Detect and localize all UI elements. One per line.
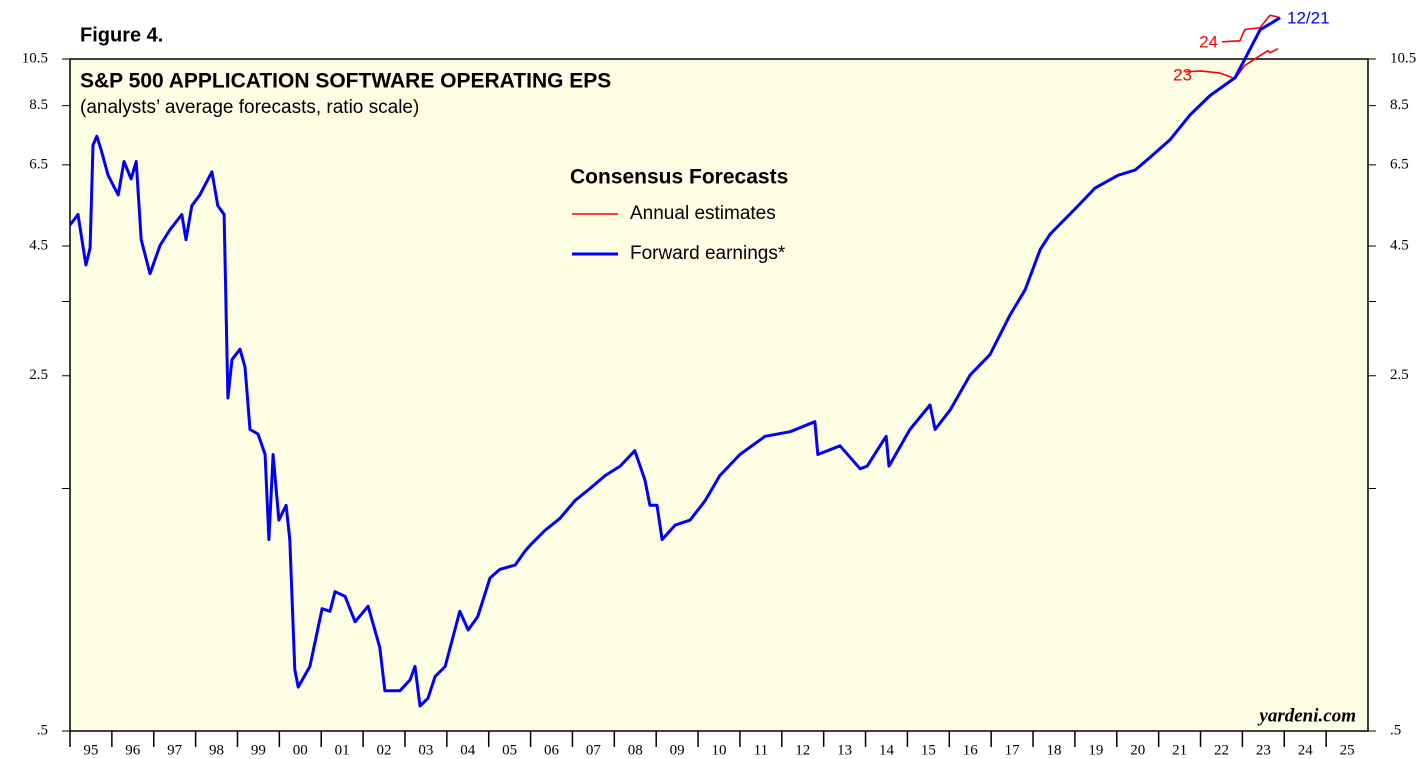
x-tick-label: 98 [209, 742, 224, 758]
series-line [68, 16, 1281, 708]
y-tick-label: 4.5 [29, 237, 48, 253]
y-tick-label: 8.5 [29, 97, 48, 113]
x-tick-label: 09 [670, 742, 685, 758]
x-tick-label: 10 [712, 742, 727, 758]
x-tick-label: 20 [1130, 742, 1145, 758]
x-tick-label: 04 [460, 742, 476, 758]
source: yardeni.com [1257, 705, 1356, 726]
x-tick-label: 06 [544, 742, 560, 758]
annotation: 23 [1173, 65, 1192, 84]
x-tick-label: 03 [418, 742, 433, 758]
y2-tick-label: 10.5 [1390, 50, 1416, 66]
y2-tick-label: .5 [1390, 722, 1401, 738]
x-tick-label: 17 [1005, 742, 1021, 758]
x-tick-label: 01 [335, 742, 350, 758]
x-tick-label: 96 [125, 742, 141, 758]
x-tick-label: 16 [963, 742, 979, 758]
series-line [1184, 14, 1279, 80]
x-tick-label: 19 [1088, 742, 1103, 758]
annotation: 24 [1199, 32, 1218, 51]
x-tick-label: 22 [1214, 742, 1229, 758]
y2-tick-label: 8.5 [1390, 97, 1409, 113]
annotation: 12/21 [1287, 8, 1330, 27]
x-tick-label: 02 [377, 742, 392, 758]
x-tick-label: 08 [628, 742, 643, 758]
y2-tick-label: 2.5 [1390, 367, 1409, 383]
x-tick-label: 97 [167, 742, 183, 758]
x-tick-label: 11 [754, 742, 768, 758]
figure-label: Figure 4. [80, 24, 163, 46]
x-tick-label: 21 [1172, 742, 1187, 758]
x-tick-label: 25 [1340, 742, 1355, 758]
y-tick-label: 10.5 [22, 50, 48, 66]
legend-title: Consensus Forecasts [570, 166, 788, 189]
y-tick-label: .5 [37, 722, 48, 738]
x-tick-label: 12 [795, 742, 810, 758]
x-tick-label: 14 [879, 742, 895, 758]
y-tick-label: 2.5 [29, 367, 48, 383]
x-tick-label: 05 [502, 742, 517, 758]
y2-tick-label: 4.5 [1390, 237, 1409, 253]
y-tick-label: 6.5 [29, 156, 48, 172]
plot-area [69, 58, 1369, 732]
x-tick-label: 07 [586, 742, 602, 758]
x-tick-label: 23 [1256, 742, 1271, 758]
legend-label: Forward earnings* [630, 243, 786, 264]
x-tick-label: 13 [837, 742, 852, 758]
chart-title: S&P 500 APPLICATION SOFTWARE OPERATING E… [80, 70, 611, 93]
legend-label: Annual estimates [630, 203, 776, 224]
x-tick-label: 95 [83, 742, 98, 758]
chart-subtitle: (analysts’ average forecasts, ratio scal… [80, 97, 419, 118]
x-tick-label: 24 [1298, 742, 1314, 758]
x-tick-label: 15 [921, 742, 936, 758]
x-tick-label: 18 [1046, 742, 1061, 758]
y2-tick-label: 6.5 [1390, 156, 1409, 172]
x-tick-label: 00 [293, 742, 308, 758]
x-tick-label: 99 [251, 742, 266, 758]
